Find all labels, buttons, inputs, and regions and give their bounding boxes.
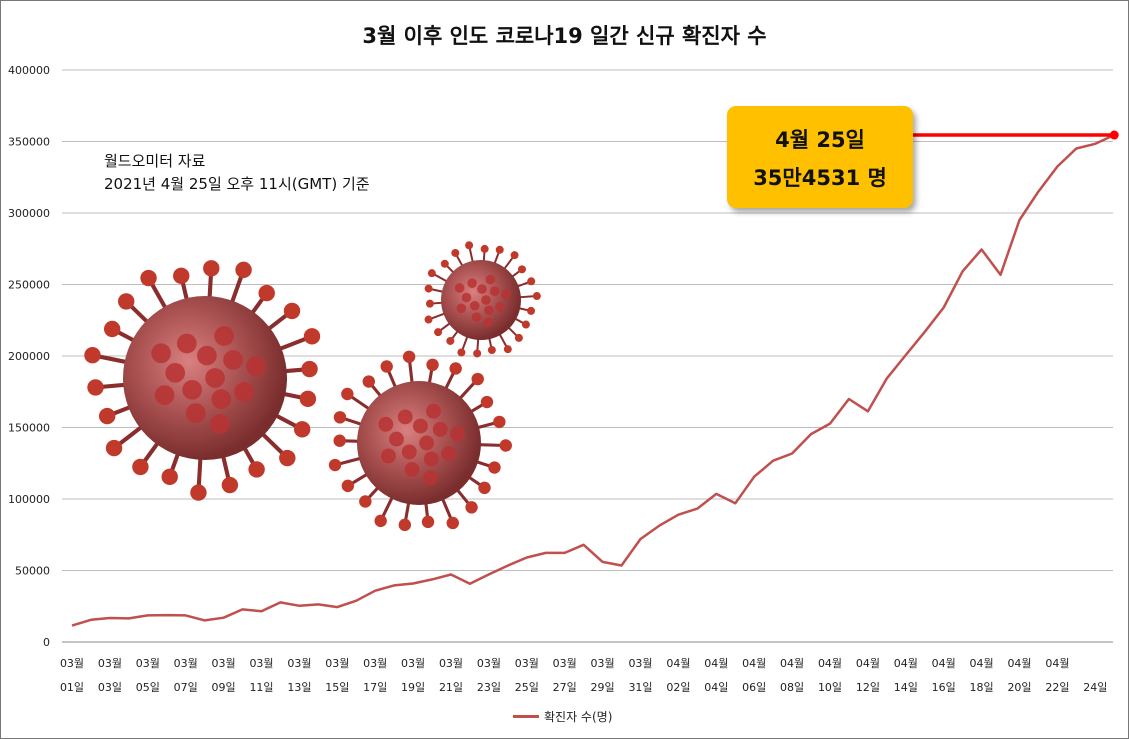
x-tick-label-day: 22일 <box>1045 680 1069 694</box>
x-tick-label-month: 03월 <box>591 657 615 670</box>
x-tick-label-month: 03월 <box>287 657 311 670</box>
x-tick-label-day: 12일 <box>856 680 880 694</box>
x-tick-label-month: 04월 <box>704 657 728 670</box>
x-tick-label-day: 11일 <box>249 680 273 694</box>
y-tick-label: 50000 <box>15 565 50 578</box>
x-tick-label-month: 03월 <box>98 657 122 670</box>
y-tick-label: 250000 <box>8 279 50 292</box>
x-tick-label-month: 03월 <box>477 657 501 670</box>
x-tick-label-month: 03월 <box>363 657 387 670</box>
x-tick-label-day: 01일 <box>60 680 84 694</box>
highlight-line <box>913 130 1119 140</box>
source-line-2: 2021년 4월 25일 오후 11시(GMT) 기준 <box>104 175 370 193</box>
x-tick-label-month: 04월 <box>818 657 842 670</box>
chart-title: 3월 이후 인도 코로나19 일간 신규 확진자 수 <box>362 24 767 48</box>
x-tick-label-month: 03월 <box>401 657 425 670</box>
x-tick-label-day: 15일 <box>325 680 349 694</box>
x-tick-label-day: 17일 <box>363 680 387 694</box>
x-tick-label-month: 03월 <box>553 657 577 670</box>
legend-label: 확진자 수(명) <box>544 710 613 724</box>
y-tick-label: 0 <box>43 636 50 649</box>
legend-swatch <box>513 715 539 718</box>
x-tick-label-month: 04월 <box>894 657 918 670</box>
virus-icon <box>328 350 512 532</box>
legend: 확진자 수(명) <box>513 708 612 725</box>
x-tick-label-day: 25일 <box>515 680 539 694</box>
x-tick-label-month: 03월 <box>325 657 349 670</box>
x-tick-label-day: 13일 <box>287 680 311 694</box>
series-line-confirmed <box>71 133 1115 627</box>
x-tick-label-month: 04월 <box>666 657 690 670</box>
virus-icon <box>84 260 321 501</box>
x-tick-label-day: 18일 <box>970 680 994 694</box>
x-tick-label-day: 08일 <box>780 680 804 694</box>
x-tick-label-day: 14일 <box>894 680 918 694</box>
x-tick-label-day: 27일 <box>553 680 577 694</box>
x-tick-label-day: 03일 <box>98 680 122 694</box>
x-tick-label-day: 19일 <box>401 680 425 694</box>
y-tick-label: 150000 <box>8 422 50 435</box>
source-line-1: 월드오미터 자료 <box>104 152 206 170</box>
x-tick-label-day: 23일 <box>477 680 501 694</box>
x-tick-label-day: 02일 <box>666 680 690 694</box>
y-tick-label: 350000 <box>8 136 50 149</box>
callout-value: 35만4531 명 <box>753 166 887 190</box>
x-tick-label-day: 16일 <box>932 680 956 694</box>
x-tick-label-day: 29일 <box>591 680 615 694</box>
x-tick-label-month: 03월 <box>249 657 273 670</box>
x-tick-label-month: 03월 <box>212 657 236 670</box>
y-tick-label: 300000 <box>8 207 50 220</box>
y-tick-label: 100000 <box>8 493 50 506</box>
source-note: 월드오미터 자료 2021년 4월 25일 오후 11시(GMT) 기준 <box>104 150 370 196</box>
y-tick-label: 200000 <box>8 350 50 363</box>
y-axis-ticks: 0 50000 100000 150000 200000 250000 300000 3500… <box>8 64 50 649</box>
x-tick-label-day: 05일 <box>136 680 160 694</box>
callout-date: 4월 25일 <box>775 128 865 152</box>
x-tick-label-month: 03월 <box>60 657 84 670</box>
callout-box: 4월 25일 35만4531 명 <box>727 106 913 208</box>
x-tick-label-month: 03월 <box>136 657 160 670</box>
virus-illustrations <box>84 241 541 532</box>
x-tick-label-month: 04월 <box>932 657 956 670</box>
x-tick-label-month: 04월 <box>1045 657 1069 670</box>
series-line <box>71 133 1115 627</box>
gridlines <box>62 69 1113 643</box>
x-tick-label-day: 24일 <box>1083 680 1107 694</box>
x-tick-label-day: 09일 <box>212 680 236 694</box>
x-tick-label-month: 03월 <box>515 657 539 670</box>
x-tick-label-month: 04월 <box>1007 657 1031 670</box>
x-tick-label-day: 21일 <box>439 680 463 694</box>
x-tick-label-month: 03월 <box>174 657 198 670</box>
x-tick-label-month: 04월 <box>742 657 766 670</box>
highlight-point <box>1109 130 1119 140</box>
x-tick-label-day: 31일 <box>628 680 652 694</box>
x-tick-label-day: 20일 <box>1007 680 1031 694</box>
x-tick-label-day: 10일 <box>818 680 842 694</box>
x-tick-label-month: 03월 <box>439 657 463 670</box>
y-tick-label: 400000 <box>8 64 50 77</box>
x-axis-ticks: 03월 01일 03월 03일 03월 05일 03월 07일 03월 09일 03월 11일 03월 1… <box>60 657 1107 694</box>
x-tick-label-month: 03월 <box>628 657 652 670</box>
x-tick-label-day: 06일 <box>742 680 766 694</box>
x-tick-label-day: 07일 <box>174 680 198 694</box>
virus-icon <box>424 241 541 358</box>
x-tick-label-month: 04월 <box>970 657 994 670</box>
x-tick-label-month: 04월 <box>856 657 880 670</box>
x-tick-label-month: 04월 <box>780 657 804 670</box>
x-tick-label-day: 04일 <box>704 680 728 694</box>
